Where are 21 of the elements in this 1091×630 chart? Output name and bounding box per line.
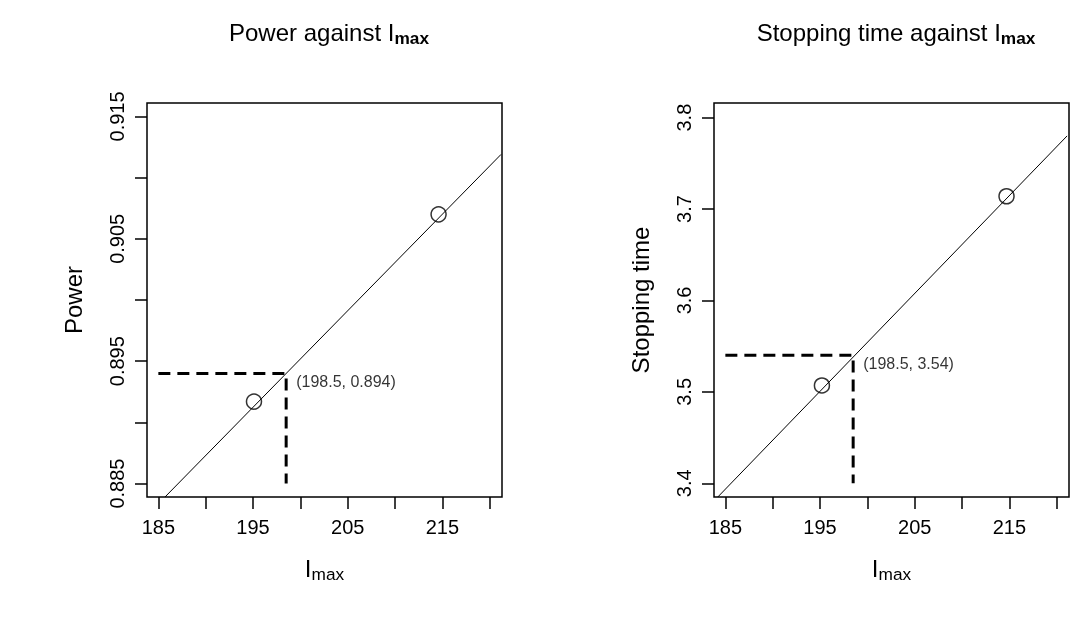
x-tick-label: 205: [331, 516, 365, 538]
y-tick-label: 3.6: [673, 286, 695, 315]
y-tick-label: 3.5: [673, 377, 695, 406]
x-tick-label: 215: [425, 516, 460, 538]
annotation: (198.5, 0.894): [296, 372, 396, 390]
y-tick-label: 0.895: [106, 336, 128, 387]
x-tick-label: 185: [141, 516, 176, 538]
x-tick-label: 195: [236, 516, 270, 538]
y-axis-title: Power: [59, 265, 87, 335]
annotation: (198.5, 3.54): [863, 354, 954, 372]
x-tick-label: 195: [803, 516, 837, 538]
x-tick-label: 205: [898, 516, 932, 538]
y-axis-title: Stopping time: [626, 226, 654, 374]
y-tick-label: 0.905: [106, 213, 128, 264]
y-tick-label: 0.885: [106, 458, 128, 509]
y-tick-label: 0.915: [106, 91, 128, 142]
x-tick-label: 185: [708, 516, 743, 538]
y-tick-label: 3.7: [673, 195, 695, 223]
x-tick-label: 215: [992, 516, 1027, 538]
y-tick-label: 3.8: [673, 103, 695, 132]
y-tick-label: 3.4: [673, 469, 695, 498]
